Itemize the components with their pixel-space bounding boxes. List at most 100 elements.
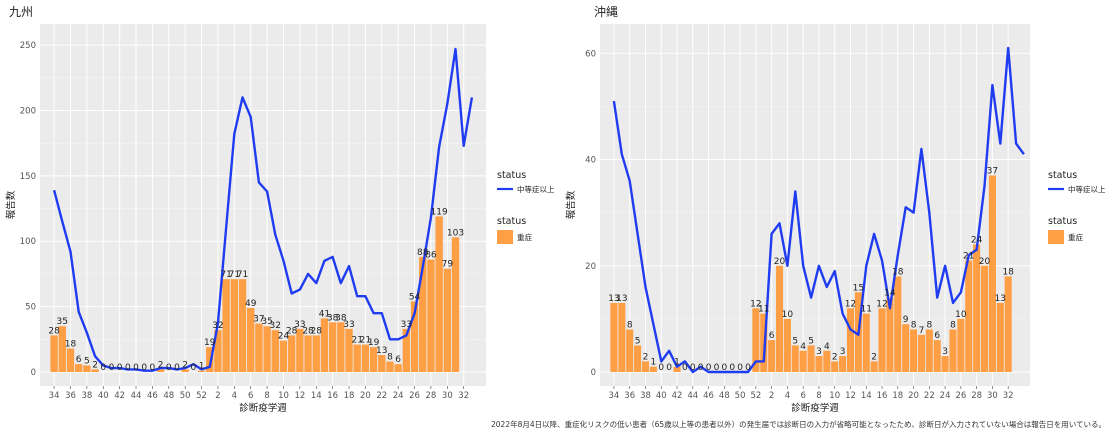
bar bbox=[378, 355, 386, 372]
x-tick-label: 16 bbox=[877, 391, 888, 401]
x-tick-label: 18 bbox=[892, 391, 903, 401]
bar bbox=[181, 369, 189, 372]
bar-value-label: 33 bbox=[294, 320, 305, 330]
x-tick-label: 16 bbox=[327, 391, 338, 401]
bar bbox=[894, 276, 902, 372]
bar-value-label: 0 bbox=[117, 363, 123, 373]
bar-value-label: 21 bbox=[360, 336, 371, 346]
series-line bbox=[52, 47, 474, 372]
bar-value-label: 4 bbox=[800, 342, 806, 352]
y-axis-ticks: 0 50 100 150 200 250 bbox=[20, 41, 36, 378]
bar-value-label: 8 bbox=[911, 321, 917, 331]
x-tick-label: 44 bbox=[687, 391, 698, 401]
bar-value-label: 35 bbox=[261, 317, 272, 327]
bar bbox=[752, 308, 760, 372]
bar-value-label: 54 bbox=[409, 292, 421, 302]
bar-value-label: 88 bbox=[417, 248, 429, 258]
bar bbox=[910, 329, 918, 372]
bar-value-label: 0 bbox=[666, 363, 672, 373]
bar bbox=[451, 237, 460, 372]
x-tick-label: 52 bbox=[196, 391, 207, 401]
bar-value-label: 0 bbox=[125, 363, 131, 373]
x-tick-label: 32 bbox=[458, 391, 469, 401]
line-series bbox=[52, 47, 474, 372]
bar bbox=[83, 365, 91, 372]
bar bbox=[957, 318, 965, 372]
legend-label-severe: 重症 bbox=[1068, 232, 1084, 242]
y-tick-label: 250 bbox=[20, 41, 36, 51]
bar-value-label: 3 bbox=[816, 347, 822, 357]
bar-value-label: 15 bbox=[853, 283, 864, 293]
x-tick-label: 36 bbox=[65, 391, 76, 401]
x-tick-label: 32 bbox=[1003, 391, 1014, 401]
bar-value-label: 20 bbox=[774, 257, 786, 267]
x-tick-label: 14 bbox=[861, 391, 872, 401]
x-tick-label: 8 bbox=[816, 391, 821, 401]
bar-value-label: 8 bbox=[926, 321, 932, 331]
y-tick-label: 200 bbox=[20, 106, 36, 116]
bar-value-label: 19 bbox=[204, 338, 216, 348]
bar bbox=[345, 328, 353, 372]
bar-value-label: 32 bbox=[270, 321, 281, 331]
bar-value-label: 0 bbox=[737, 363, 743, 373]
bar-value-label: 37 bbox=[987, 166, 998, 176]
bar bbox=[846, 308, 855, 372]
bar-value-label: 0 bbox=[698, 363, 704, 373]
y-axis-label: 報告数 bbox=[5, 190, 17, 219]
bar-value-label: 6 bbox=[395, 355, 401, 365]
y-tick-label: 100 bbox=[20, 237, 36, 247]
x-tick-label: 28 bbox=[971, 391, 982, 401]
x-tick-label: 4 bbox=[785, 391, 790, 401]
bar bbox=[427, 259, 435, 372]
bar bbox=[287, 335, 296, 372]
y-tick-label: 40 bbox=[585, 156, 596, 166]
bar-value-label: 1 bbox=[674, 358, 680, 368]
bar-value-label: 2 bbox=[643, 352, 649, 362]
x-tick-label: 50 bbox=[180, 391, 191, 401]
bar bbox=[443, 268, 452, 372]
bar bbox=[768, 340, 776, 372]
x-tick-label: 44 bbox=[131, 391, 142, 401]
bar-value-label: 1 bbox=[650, 358, 656, 368]
bar-value-label: 71 bbox=[220, 270, 231, 280]
bar bbox=[361, 344, 370, 372]
bar bbox=[214, 330, 222, 372]
bar bbox=[815, 356, 823, 372]
x-tick-label: 26 bbox=[409, 391, 420, 401]
bar bbox=[610, 302, 618, 372]
bar-value-label: 28 bbox=[286, 326, 298, 336]
bar-value-label: 13 bbox=[376, 346, 387, 356]
x-tick-label: 6 bbox=[800, 391, 805, 401]
bar bbox=[247, 307, 255, 372]
y-tick-label: 20 bbox=[585, 262, 596, 272]
x-tick-label: 10 bbox=[278, 391, 289, 401]
x-tick-label: 12 bbox=[294, 391, 305, 401]
x-axis-label: 診断疫学週 bbox=[239, 402, 287, 414]
bar-value-label: 103 bbox=[447, 228, 464, 238]
x-tick-label: 38 bbox=[81, 391, 92, 401]
legend-label-severe: 重症 bbox=[517, 232, 532, 242]
bar bbox=[304, 335, 312, 372]
bar-value-label: 0 bbox=[166, 363, 172, 373]
bar-value-label: 5 bbox=[808, 336, 814, 346]
bar bbox=[783, 318, 791, 372]
bar bbox=[337, 322, 345, 372]
bar-value-label: 2 bbox=[871, 352, 877, 362]
x-tick-label: 26 bbox=[955, 391, 966, 401]
x-tick-label: 24 bbox=[393, 391, 404, 401]
bar bbox=[634, 345, 642, 372]
x-tick-label: 10 bbox=[829, 391, 840, 401]
bar-value-label: 12 bbox=[876, 299, 887, 309]
chart-title: 沖縄 bbox=[594, 4, 618, 19]
bar-value-label: 49 bbox=[245, 299, 257, 309]
bar-value-label: 11 bbox=[861, 305, 872, 315]
y-tick-label: 60 bbox=[585, 49, 596, 59]
bar bbox=[965, 260, 973, 372]
x-tick-label: 42 bbox=[114, 391, 125, 401]
bar-value-label: 10 bbox=[955, 310, 967, 320]
bar bbox=[878, 308, 886, 372]
y-tick-label: 150 bbox=[20, 172, 36, 182]
